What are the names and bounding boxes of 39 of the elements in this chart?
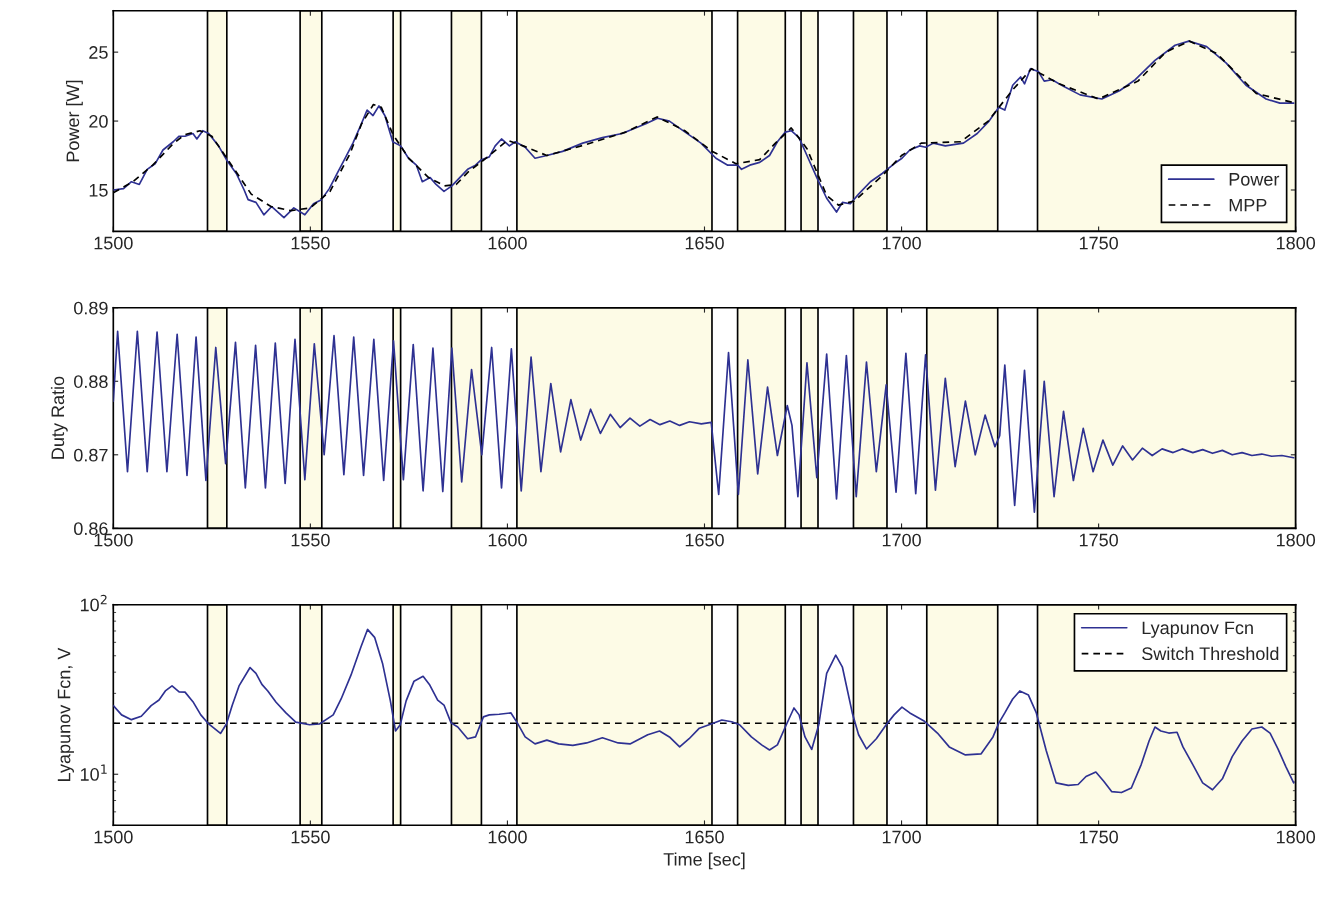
x-tick-label: 1750 [1079,830,1118,844]
y-axis-title: Lyapunov Fcn, V [57,647,74,781]
y-tick-label: 20 [89,115,108,128]
x-tick-label: 1800 [1276,533,1316,547]
x-axis-title: Time [sec] [663,852,745,870]
x-tick-label: 1800 [1276,236,1316,250]
x-tick-label: 1650 [685,236,724,250]
y-tick-label: 0.86 [74,522,108,536]
x-tick-label: 1600 [488,236,527,250]
x-tick-label: 1700 [882,236,921,250]
x-tick-label: 1650 [685,533,724,547]
y-axis-title: Duty Ratio [50,376,68,459]
x-tick-label: 1750 [1079,236,1118,250]
x-tick-label: 1550 [291,830,330,844]
y-tick-label: 0.89 [74,301,108,315]
x-tick-label: 1500 [94,830,133,844]
x-tick-label: 1550 [291,533,330,547]
x-tick-label: 1700 [882,830,921,844]
x-tick-label: 1650 [685,830,724,844]
legend-label: Lyapunov Fcn [1142,621,1253,638]
y-tick-label: 15 [89,184,108,197]
x-tick-label: 1500 [94,533,133,547]
x-tick-label: 1700 [882,533,921,547]
y-axis-title: Power [W] [65,80,83,162]
x-tick-label: 1600 [488,830,527,844]
y-tick-label: 25 [89,46,108,59]
y-tick-label: 0.87 [74,448,108,462]
x-tick-label: 1500 [94,236,133,250]
x-tick-label: 1800 [1276,830,1316,844]
legend-label: MPP [1229,198,1267,212]
legend-label: Power [1229,173,1280,186]
y-tick-label: 0.88 [74,375,108,388]
x-tick-label: 1750 [1079,533,1118,547]
x-tick-label: 1600 [488,533,527,547]
legend-label: Switch Threshold [1142,646,1279,661]
y-tick-label: 10$^{2}$ [80,594,107,612]
line-series [113,330,1295,513]
y-tick-label: 10$^{1}$ [80,764,107,781]
x-tick-label: 1550 [291,236,330,250]
